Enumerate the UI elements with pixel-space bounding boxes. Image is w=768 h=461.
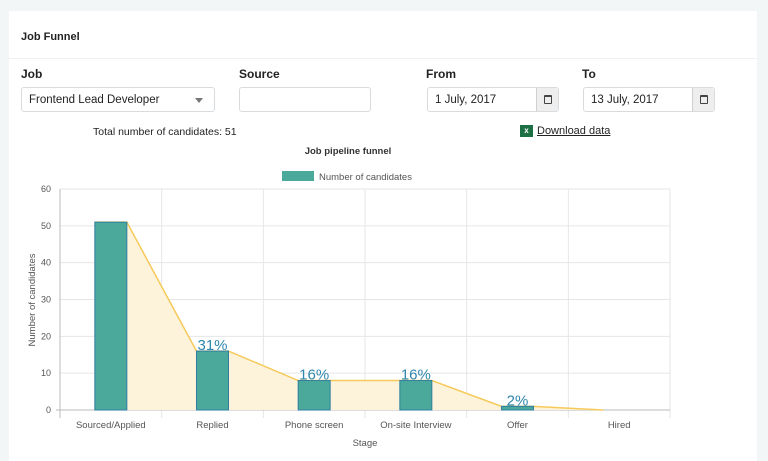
calendar-icon bbox=[699, 95, 708, 104]
to-label: To bbox=[582, 67, 596, 81]
y-tick-label: 40 bbox=[41, 258, 51, 268]
to-date-value: 13 July, 2017 bbox=[591, 94, 659, 106]
chevron-down-icon bbox=[195, 98, 203, 103]
card-title: Job Funnel bbox=[21, 31, 80, 43]
to-calendar-button[interactable] bbox=[692, 88, 714, 111]
bar bbox=[501, 405, 534, 411]
bar bbox=[94, 221, 128, 411]
bar bbox=[399, 380, 433, 411]
y-axis-title: Number of candidates bbox=[27, 253, 38, 346]
job-label: Job bbox=[21, 67, 43, 81]
y-tick-label: 0 bbox=[46, 405, 51, 415]
from-date-input[interactable]: 1 July, 2017 bbox=[427, 87, 559, 112]
x-tick-label: Hired bbox=[608, 420, 631, 431]
from-label: From bbox=[426, 67, 456, 81]
from-calendar-button[interactable] bbox=[536, 88, 558, 111]
y-tick-label: 60 bbox=[41, 184, 51, 194]
x-tick-label: Offer bbox=[507, 420, 528, 431]
y-tick-label: 50 bbox=[41, 221, 51, 231]
x-axis-title: Stage bbox=[353, 438, 378, 449]
bar-data-label: 16% bbox=[299, 367, 329, 384]
x-tick-label: Sourced/Applied bbox=[76, 420, 146, 431]
total-candidates: Total number of candidates: 51 bbox=[93, 126, 237, 138]
bar-data-label: 16% bbox=[401, 367, 431, 384]
job-select-value: Frontend Lead Developer bbox=[29, 94, 160, 106]
bar bbox=[297, 380, 331, 411]
download-data[interactable]: x Download data bbox=[520, 125, 610, 137]
calendar-icon bbox=[543, 95, 552, 104]
job-select[interactable]: Frontend Lead Developer bbox=[21, 87, 215, 112]
legend-swatch bbox=[282, 171, 314, 181]
x-tick-label: Phone screen bbox=[285, 420, 344, 431]
chart-title: Job pipeline funnel bbox=[305, 146, 392, 157]
y-tick-label: 20 bbox=[41, 331, 51, 341]
funnel-area bbox=[94, 222, 604, 410]
to-date-input[interactable]: 13 July, 2017 bbox=[583, 87, 715, 112]
y-tick-label: 30 bbox=[41, 295, 51, 305]
card-header: Job Funnel bbox=[9, 11, 757, 59]
source-input[interactable] bbox=[239, 87, 371, 112]
excel-icon: x bbox=[520, 125, 533, 137]
bar bbox=[196, 350, 229, 411]
y-tick-label: 10 bbox=[41, 368, 51, 378]
x-tick-label: On-site Interview bbox=[380, 420, 451, 431]
source-label: Source bbox=[239, 67, 280, 81]
bar-data-label: 31% bbox=[197, 337, 227, 354]
from-date-value: 1 July, 2017 bbox=[435, 94, 497, 106]
download-data-link[interactable]: Download data bbox=[537, 125, 611, 137]
x-tick-label: Replied bbox=[196, 420, 228, 431]
bar-data-label: 2% bbox=[507, 392, 529, 409]
legend-label: Number of candidates bbox=[319, 172, 412, 183]
